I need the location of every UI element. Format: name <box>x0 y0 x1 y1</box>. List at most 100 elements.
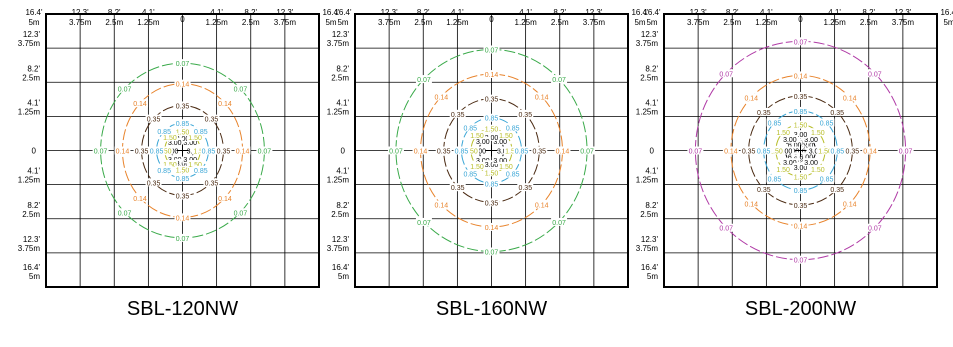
contour-value-label: 3.00 <box>168 140 182 147</box>
contour-value-label: 3.00 <box>476 139 490 146</box>
contour-label-bg <box>740 146 757 155</box>
contour-value-label: 3.00 <box>183 140 197 147</box>
contour-label-bg <box>792 162 809 171</box>
contour-label-bg <box>449 109 466 118</box>
x-tick-label-metric: 5m <box>325 18 336 27</box>
contour-value-label: 0.85 <box>157 129 171 136</box>
contour-value-label: 1.50 <box>163 135 177 142</box>
contour-label-bg <box>474 136 491 145</box>
contour-value-label: 0.07 <box>794 39 808 46</box>
x-tick-label: 8.2' <box>108 8 121 17</box>
contour-label-bg <box>174 233 191 242</box>
contour-value-label: 1.50 <box>818 149 832 156</box>
contour-value-label: 0.14 <box>863 149 877 156</box>
contour-label-bg <box>156 146 173 155</box>
y-tick-label-metric: 1.25m <box>18 107 41 116</box>
contour-value-label: 0.35 <box>518 112 532 119</box>
contour-value-label: 0.14 <box>218 196 232 203</box>
contour-value-label: 0.35 <box>794 203 808 210</box>
contour-label-bg <box>200 146 217 155</box>
contour-value-label: 0.07 <box>485 250 499 257</box>
contour-label-bg <box>777 146 794 155</box>
contour-label-bg <box>755 107 772 116</box>
contour-label-bg <box>415 217 432 226</box>
contour-label-bg <box>145 114 162 123</box>
contour-value-label: 1.50 <box>193 149 207 156</box>
contour-value-label: 3.00 <box>472 149 486 156</box>
contour-value-label: 0.07 <box>868 226 882 233</box>
x-tick-label: 8.2' <box>244 8 257 17</box>
chart-title: SBL-200NW <box>745 298 856 320</box>
contour-value-label: 0.14 <box>236 149 250 156</box>
contour-value-label: 0.35 <box>437 149 451 156</box>
y-tick-label-metric: 5m <box>338 272 349 281</box>
contour-label-bg <box>533 92 550 101</box>
contour-value-label: 0.07 <box>234 87 248 94</box>
x-tick-label: 4.1' <box>519 8 532 17</box>
contour-label-bg <box>531 146 548 155</box>
contour-label-bg <box>216 99 233 108</box>
contour-value-label: 0.14 <box>843 202 857 209</box>
contour-value-label: 1.50 <box>776 167 790 174</box>
x-tick-label: 16.4' <box>643 8 661 17</box>
contour-label-bg <box>433 92 450 101</box>
contour-value-label: 0.07 <box>118 210 132 217</box>
x-tick-label: 0 <box>180 15 185 24</box>
contour-label-bg <box>551 75 568 84</box>
contour-value-label: 1.50 <box>158 149 172 156</box>
contour-value-label: 0.85 <box>463 172 477 179</box>
contour-value-label: 0.14 <box>176 215 190 222</box>
contour-value-label: 0.07 <box>552 77 566 84</box>
contour-value-label: 3.00 <box>809 149 823 156</box>
contour-value-label: 0.85 <box>506 125 520 132</box>
contour-value-label: 3.00 <box>497 149 511 156</box>
contour-value-label: 1.50 <box>811 167 825 174</box>
contour-value-label: 0.14 <box>744 202 758 209</box>
y-tick-label: 8.2' <box>336 64 349 73</box>
x-tick-label: 16.4' <box>334 8 352 17</box>
contour-label-bg <box>504 169 521 178</box>
x-tick-label: 8.2' <box>862 8 875 17</box>
contour-value-label: 0.07 <box>417 77 431 84</box>
contour-label-bg <box>844 146 861 155</box>
contour-value-label: 0.07 <box>868 71 882 78</box>
contour-label-bg <box>818 118 835 127</box>
contour-label-bg <box>166 137 183 146</box>
contour-label-bg <box>174 59 191 68</box>
contour-value-label: 6.00 <box>788 143 802 150</box>
contour-value-label: 0.14 <box>535 203 549 210</box>
contour-label-bg <box>116 84 133 93</box>
contour-label-bg <box>807 146 824 155</box>
contour-label-bg <box>829 107 846 116</box>
contour-label-bg <box>809 164 826 173</box>
x-tick-label-metric: 1.25m <box>446 18 469 27</box>
y-tick-label: 4.1' <box>27 167 40 176</box>
contour-value-label: 0.35 <box>176 103 190 110</box>
contour-value-label: 0.85 <box>194 129 208 136</box>
y-tick-label: 12.3' <box>23 235 41 244</box>
contour-label-bg <box>798 152 815 161</box>
y-tick-label-metric: 2.5m <box>331 73 349 82</box>
contour-value-label: 0.35 <box>147 117 161 124</box>
x-tick-label: 12.3' <box>72 8 90 17</box>
x-tick-label: 12.3' <box>690 8 708 17</box>
contour-label-bg <box>415 75 432 84</box>
contour-value-label: 0.85 <box>820 176 834 183</box>
contour-label-bg <box>792 130 809 139</box>
contour-value-label: 1.50 <box>499 164 513 171</box>
x-tick-label-metric: 3.75m <box>69 18 92 27</box>
contour-label-bg <box>483 198 500 207</box>
contour-value-label: 0.35 <box>451 112 465 119</box>
contour-value-label: 0.07 <box>485 47 499 54</box>
contour-label-bg <box>453 146 470 155</box>
contour-label-bg <box>92 146 109 155</box>
contour-label-bg <box>483 124 500 133</box>
contour-label-bg <box>187 132 204 141</box>
y-tick-label: 8.2' <box>27 201 40 210</box>
contour-label-bg <box>755 185 772 194</box>
contour-value-label: 1.50 <box>485 127 499 134</box>
x-tick-label-metric: 2.5m <box>551 18 569 27</box>
contour-value-label: 0.14 <box>133 196 147 203</box>
